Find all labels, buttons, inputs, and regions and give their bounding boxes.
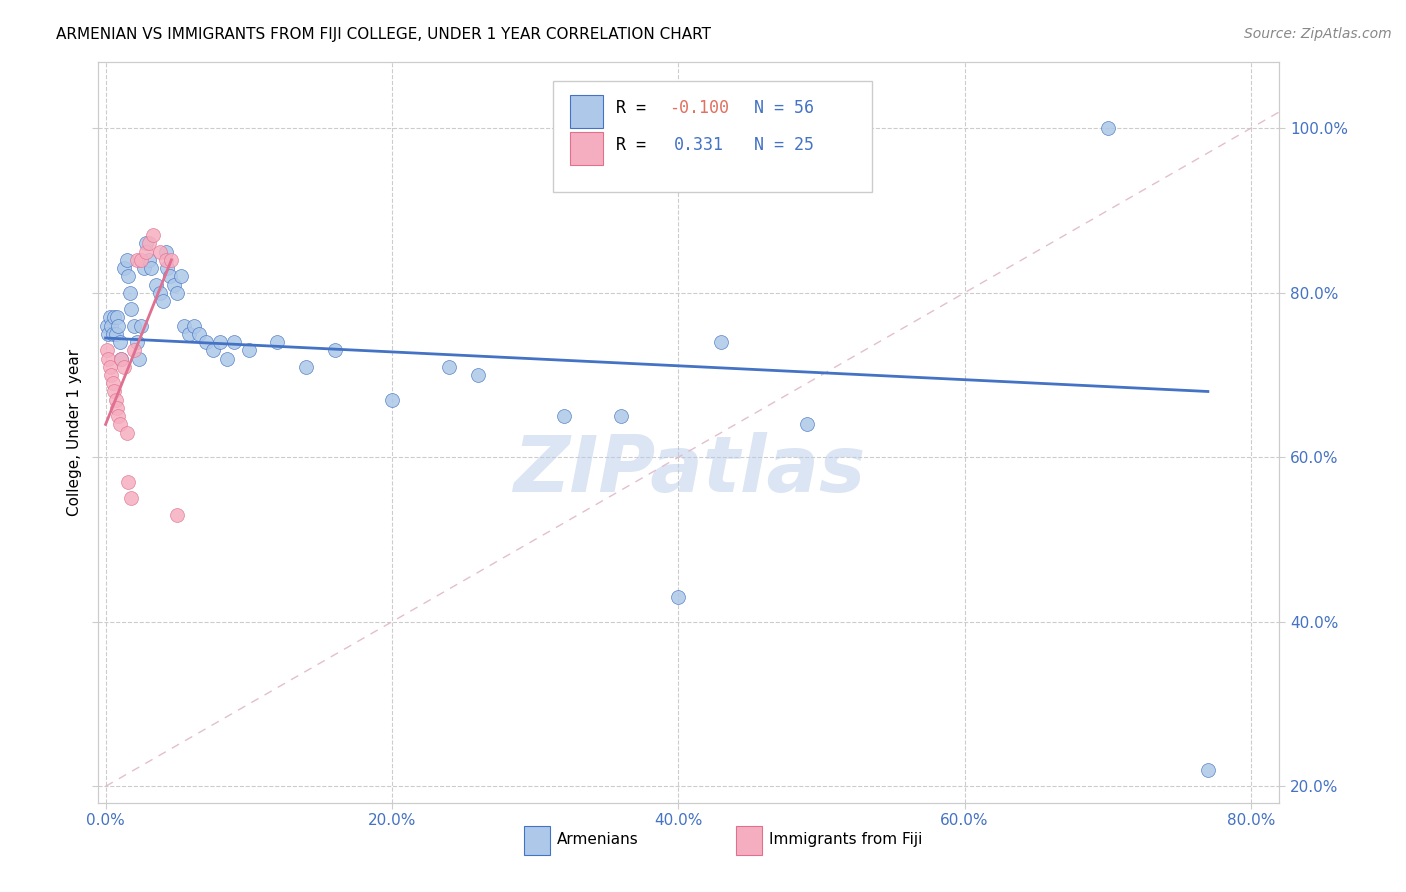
Point	[120, 491, 142, 506]
Point	[115, 425, 138, 440]
Point	[266, 335, 288, 350]
Point	[166, 285, 188, 300]
Point	[166, 508, 188, 522]
Point	[100, 318, 122, 333]
Point	[381, 392, 404, 407]
Point	[796, 417, 818, 432]
FancyBboxPatch shape	[553, 81, 872, 192]
Point	[194, 335, 217, 350]
Point	[156, 261, 179, 276]
Point	[142, 228, 165, 243]
Text: ARMENIAN VS IMMIGRANTS FROM FIJI COLLEGE, UNDER 1 YEAR CORRELATION CHART: ARMENIAN VS IMMIGRANTS FROM FIJI COLLEGE…	[56, 27, 711, 42]
Point	[131, 318, 153, 333]
FancyBboxPatch shape	[569, 132, 603, 165]
Point	[122, 318, 145, 333]
Point	[224, 335, 246, 350]
Point	[112, 359, 135, 374]
Point	[323, 343, 346, 358]
Text: 0.331: 0.331	[673, 136, 724, 154]
Text: R =: R =	[616, 136, 665, 154]
Point	[163, 277, 186, 292]
Point	[152, 293, 174, 308]
Point	[98, 359, 121, 374]
Point	[209, 335, 232, 350]
Point	[101, 376, 124, 391]
Text: ZIPatlas: ZIPatlas	[513, 432, 865, 508]
Point	[96, 318, 118, 333]
Point	[100, 368, 122, 382]
Point	[201, 343, 224, 358]
Text: -0.100: -0.100	[669, 99, 728, 118]
Point	[1197, 763, 1219, 777]
Point	[107, 409, 129, 424]
Point	[149, 244, 172, 259]
Text: R =: R =	[616, 99, 655, 118]
Point	[103, 310, 125, 325]
Bar	[737, 827, 762, 855]
Point	[117, 475, 139, 489]
Point	[110, 351, 132, 366]
Point	[105, 310, 128, 325]
Point	[149, 285, 172, 300]
Point	[183, 318, 205, 333]
Text: Armenians: Armenians	[557, 832, 638, 847]
Text: N = 56: N = 56	[734, 99, 814, 118]
Point	[138, 252, 160, 267]
Point	[155, 244, 177, 259]
Point	[238, 343, 260, 358]
Point	[125, 335, 148, 350]
FancyBboxPatch shape	[569, 95, 603, 128]
Point	[610, 409, 633, 424]
Point	[134, 261, 156, 276]
Text: N = 25: N = 25	[734, 136, 814, 154]
Point	[135, 236, 157, 251]
Point	[437, 359, 460, 374]
Point	[217, 351, 239, 366]
Point	[97, 351, 120, 366]
Point	[120, 302, 142, 317]
Text: Source: ZipAtlas.com: Source: ZipAtlas.com	[1244, 27, 1392, 41]
Point	[1097, 121, 1119, 136]
Point	[104, 392, 127, 407]
Point	[141, 261, 163, 276]
Point	[135, 244, 157, 259]
Point	[110, 351, 132, 366]
Point	[553, 409, 575, 424]
Point	[155, 252, 177, 267]
Point	[177, 326, 200, 341]
Point	[117, 269, 139, 284]
Point	[105, 401, 128, 415]
Point	[112, 261, 135, 276]
Point	[125, 252, 148, 267]
Point	[666, 590, 689, 604]
Point	[128, 351, 150, 366]
Point	[710, 335, 733, 350]
Point	[108, 417, 131, 432]
Point	[159, 269, 181, 284]
Point	[170, 269, 193, 284]
Point	[103, 384, 125, 399]
Point	[97, 326, 120, 341]
Y-axis label: College, Under 1 year: College, Under 1 year	[66, 349, 82, 516]
Point	[96, 343, 118, 358]
Text: Immigrants from Fiji: Immigrants from Fiji	[769, 832, 922, 847]
Point	[173, 318, 195, 333]
Point	[107, 318, 129, 333]
Point	[295, 359, 318, 374]
Point	[118, 285, 141, 300]
Point	[104, 326, 127, 341]
Point	[145, 277, 167, 292]
Point	[467, 368, 489, 382]
Point	[138, 236, 160, 251]
Point	[115, 252, 138, 267]
Point	[131, 252, 153, 267]
Point	[98, 310, 121, 325]
Point	[108, 335, 131, 350]
Point	[101, 326, 124, 341]
Bar	[523, 827, 550, 855]
Point	[187, 326, 209, 341]
Point	[122, 343, 145, 358]
Point	[160, 252, 183, 267]
